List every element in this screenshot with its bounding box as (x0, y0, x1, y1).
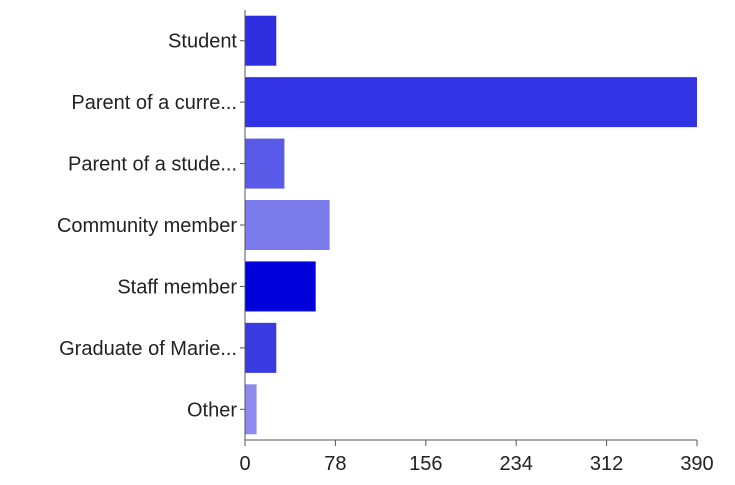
y-tick-label: Community member (57, 215, 237, 237)
bar-5 (245, 322, 277, 373)
bar-1 (245, 77, 697, 128)
x-tick-label: 156 (409, 453, 442, 475)
bar-4 (245, 261, 316, 312)
y-tick-label: Staff member (117, 276, 237, 298)
bar-0 (245, 15, 277, 66)
x-tick-label: 78 (324, 453, 346, 475)
y-tick-label: Graduate of Marie... (59, 338, 237, 360)
x-tick-label: 312 (590, 453, 623, 475)
y-axis-labels: Student Parent of a curre... Parent of a s… (57, 31, 237, 422)
bars-group (245, 15, 697, 435)
x-tick-label: 234 (500, 453, 533, 475)
y-tick-label: Student (168, 31, 237, 53)
x-tick-label: 0 (239, 453, 250, 475)
x-tick-label: 390 (680, 453, 713, 475)
bar-6 (245, 384, 257, 435)
axes-group (240, 10, 698, 446)
x-axis-labels: 0 78 156 234 312 390 (239, 453, 713, 475)
bar-3 (245, 200, 330, 250)
y-tick-label: Other (187, 399, 237, 421)
y-tick-label: Parent of a curre... (71, 92, 237, 114)
y-tick-label: Parent of a stude... (68, 154, 237, 176)
bar-2 (245, 138, 285, 189)
